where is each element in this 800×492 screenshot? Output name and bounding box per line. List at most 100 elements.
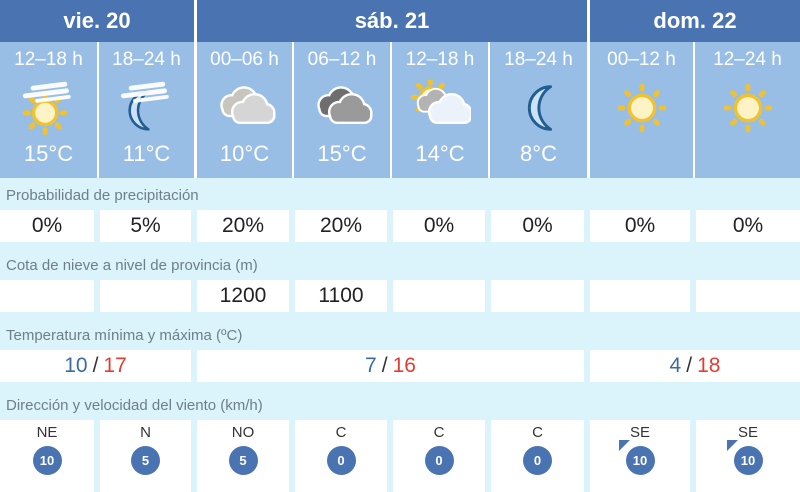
precipitation-row: 0% 5% 20% 20% 0% 0% 0% 0% [0,210,800,248]
wind-cell: C 0 [491,420,584,492]
moon-icon [508,75,570,141]
sun-icon [611,75,673,141]
temperature-minmax: 10 / 17 [0,350,191,382]
wind-arrow-icon [726,440,738,451]
wind-speed: 10 [632,453,648,468]
period-temperature: 15°C [317,141,367,166]
temperature-section-label: Temperatura mínima y máxima (ºC) [6,327,243,344]
wind-speed: 5 [239,453,247,468]
wind-speed-badge: 0 [424,446,454,475]
moon-haze-icon [116,75,178,141]
clouds-light-icon [214,75,276,141]
precipitation-value: 0% [491,210,584,242]
period-temperature: 11°C [122,141,171,166]
temperature-separator: / [686,354,693,377]
wind-cell: NO 5 [197,420,289,492]
wind-speed-badge: 5 [131,446,160,475]
snow-level-value [393,280,485,312]
precipitation-value: 0% [696,210,800,242]
precipitation-value: 20% [197,210,289,242]
snow-level-value [0,280,94,312]
snow-level-value [696,280,800,312]
precipitation-value: 0% [0,210,94,242]
temperature-max: 18 [697,354,721,377]
wind-section-label: Dirección y velocidad del viento (km/h) [6,397,263,414]
temperature-separator: / [92,354,99,377]
wind-speed-badge: 5 [228,446,258,475]
wind-speed: 5 [141,453,150,468]
period-temperature: 14°C [415,141,465,166]
wind-cell: C 0 [295,420,387,492]
wind-direction: SE [629,424,650,441]
time-range-label: 18–24 h [504,49,573,70]
wind-speed-badge: 0 [326,446,356,475]
wind-direction: C [335,424,347,441]
snow-level-value [590,280,690,312]
wind-speed: 0 [533,453,542,468]
wind-direction: SE [737,424,758,441]
wind-speed-badge: 10 [618,440,655,475]
time-range-label: 00–06 h [210,49,279,70]
period-cell: 12–18 h 15°C [0,42,97,178]
detail-sections: Probabilidad de precipitación 0% 5% 20% … [0,178,800,492]
period-temperature: 8°C [520,141,557,166]
snow-level-value [491,280,584,312]
wind-cell: C 0 [393,420,485,492]
day-header-row: vie. 20 sáb. 21 dom. 22 [0,0,800,42]
day-label-fri: vie. 20 [0,0,194,42]
temperature-row: 10 / 17 7 / 16 4 / 18 [0,350,800,388]
snow-level-value: 1200 [197,280,289,312]
wind-cell: N 5 [100,420,191,492]
time-range-label: 12–18 h [405,49,475,70]
wind-speed-badge: 10 [32,446,62,475]
time-range-label: 06–12 h [307,49,377,70]
wind-speed: 0 [337,453,345,468]
snow-level-value [100,280,191,312]
sun-haze-icon [18,75,80,141]
temperature-min: 4 [669,354,682,377]
snow-level-section-label: Cota de nieve a nivel de provincia (m) [6,257,258,274]
time-range-label: 12–18 h [14,49,83,70]
period-cell: 18–24 h 11°C [97,42,194,178]
period-cell: 06–12 h 15°C [292,42,390,178]
snow-level-value: 1100 [295,280,387,312]
clouds-dark-icon [311,75,373,141]
wind-speed: 10 [740,453,756,468]
period-cell: 00–12 h [587,42,693,178]
day-label-sat: sáb. 21 [194,0,587,42]
sun-icon [717,75,779,141]
precipitation-value: 5% [100,210,191,242]
precipitation-value: 0% [590,210,690,242]
time-range-label: 12–24 h [713,49,782,70]
wind-cell: NE 10 [0,420,94,492]
snow-level-row: 1200 1100 [0,280,800,318]
period-cell: 12–24 h [693,42,800,178]
wind-speed: 10 [39,453,55,468]
temperature-max: 17 [103,354,127,377]
temperature-separator: / [381,354,388,377]
wind-direction: C [433,424,445,441]
time-range-label: 18–24 h [112,49,181,70]
time-range-label: 00–12 h [607,49,676,70]
wind-speed-badge: 10 [726,440,763,475]
wind-direction: NE [36,424,58,441]
wind-direction: C [532,424,543,441]
temperature-max: 16 [392,354,416,377]
period-cell: 12–18 h 14°C [390,42,488,178]
temperature-min: 7 [365,354,377,377]
wind-row: NE 10 N 5 NO 5 C 0 C 0 C 0 [0,420,800,492]
period-cell: 00–06 h 10°C [194,42,292,178]
temperature-min: 10 [64,354,88,377]
precipitation-value: 20% [295,210,387,242]
wind-arrow-icon [618,440,630,451]
precipitation-section-label: Probabilidad de precipitación [6,187,199,204]
period-temperature: 15°C [23,141,74,166]
sun-clouds-icon [409,75,471,141]
wind-cell: SE 10 [590,420,690,492]
wind-direction: N [140,424,151,441]
period-cell: 18–24 h 8°C [488,42,587,178]
temperature-minmax: 7 / 16 [197,350,584,382]
wind-speed: 0 [435,453,443,468]
precipitation-value: 0% [393,210,485,242]
